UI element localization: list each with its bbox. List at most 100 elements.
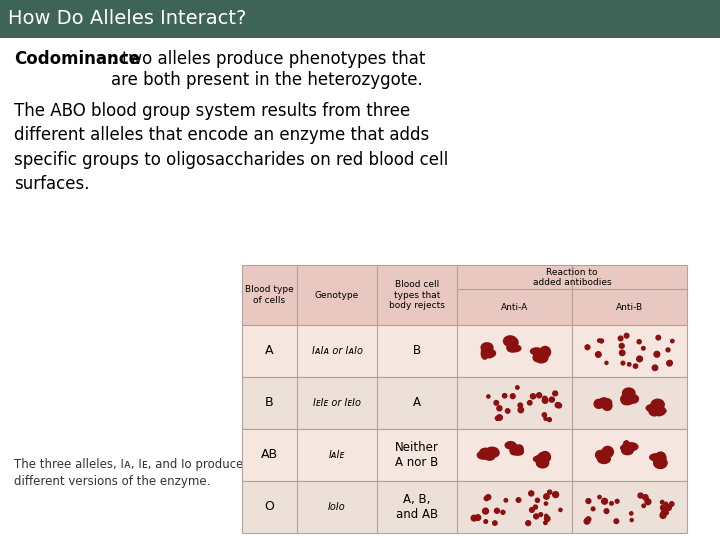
Circle shape [475,515,481,521]
Ellipse shape [652,405,666,416]
Ellipse shape [652,453,663,463]
Ellipse shape [620,394,635,406]
Ellipse shape [621,446,634,455]
Ellipse shape [509,338,518,347]
Ellipse shape [600,451,608,461]
Circle shape [528,401,532,405]
Ellipse shape [481,347,492,355]
Circle shape [497,406,502,411]
Ellipse shape [628,394,639,404]
Ellipse shape [485,447,500,457]
Circle shape [545,514,548,517]
Ellipse shape [515,444,524,455]
Circle shape [618,336,623,341]
Circle shape [504,498,508,502]
Text: IᴇIᴇ or IᴇIᴏ: IᴇIᴇ or IᴇIᴏ [313,398,361,408]
Text: Reaction to
added antibodies: Reaction to added antibodies [533,268,611,287]
Text: A: A [413,396,421,409]
Circle shape [585,345,590,349]
Ellipse shape [480,448,490,455]
Ellipse shape [624,442,639,451]
Text: B: B [265,396,274,409]
Ellipse shape [648,405,660,416]
Circle shape [586,498,591,503]
Ellipse shape [622,389,632,401]
Text: IᴀIᴀ or IᴀIᴏ: IᴀIᴀ or IᴀIᴏ [312,346,362,356]
Ellipse shape [533,353,541,362]
Text: The ABO blood group system results from three
different alleles that encode an e: The ABO blood group system results from … [14,102,449,193]
Ellipse shape [534,455,544,463]
Circle shape [501,510,505,514]
Circle shape [638,493,643,498]
Text: A: A [265,345,274,357]
Circle shape [665,511,668,515]
Ellipse shape [602,400,613,411]
Ellipse shape [623,444,633,454]
Ellipse shape [598,400,608,408]
Circle shape [615,500,619,503]
Ellipse shape [599,449,613,458]
Ellipse shape [653,457,667,469]
Ellipse shape [650,399,665,410]
Ellipse shape [484,453,495,461]
Circle shape [530,508,534,512]
Ellipse shape [534,349,543,361]
Ellipse shape [600,453,608,462]
Circle shape [492,521,497,525]
Bar [0,0,720,38]
Ellipse shape [601,398,612,407]
Ellipse shape [533,455,544,463]
Circle shape [497,415,503,420]
Ellipse shape [487,448,500,458]
Circle shape [547,417,552,422]
Circle shape [645,499,651,505]
Text: B: B [413,345,421,357]
Circle shape [600,339,603,343]
Text: A, B,
and AB: A, B, and AB [396,493,438,521]
Ellipse shape [622,440,631,453]
Circle shape [628,363,631,366]
Bar [242,377,687,429]
Circle shape [595,352,601,357]
Text: Genotype: Genotype [315,291,359,300]
Ellipse shape [480,342,493,353]
Bar [242,325,687,377]
Circle shape [666,348,670,352]
Ellipse shape [646,404,657,412]
Ellipse shape [480,448,492,455]
Circle shape [591,507,595,511]
Circle shape [536,498,539,502]
Ellipse shape [539,346,552,359]
Text: Anti-A: Anti-A [501,302,528,312]
Circle shape [661,510,667,516]
Ellipse shape [506,343,519,353]
Ellipse shape [513,448,524,456]
Circle shape [654,352,660,357]
Circle shape [619,350,625,356]
Circle shape [495,416,500,420]
Circle shape [505,409,510,413]
Circle shape [495,508,500,514]
Ellipse shape [477,450,490,460]
Circle shape [636,356,642,362]
Circle shape [526,521,531,525]
Ellipse shape [530,347,543,355]
Circle shape [637,340,642,344]
Ellipse shape [620,444,634,452]
Circle shape [643,495,648,500]
Circle shape [482,508,488,514]
Circle shape [559,508,562,511]
Circle shape [510,394,515,399]
Circle shape [667,361,672,366]
Ellipse shape [503,335,518,347]
Text: O: O [264,501,274,514]
Circle shape [542,413,546,417]
Text: Anti-B: Anti-B [616,302,643,312]
Circle shape [487,395,490,398]
Circle shape [518,403,523,408]
Circle shape [610,502,613,505]
Circle shape [605,361,608,365]
Circle shape [528,491,534,496]
Circle shape [624,333,629,338]
Ellipse shape [487,349,496,357]
